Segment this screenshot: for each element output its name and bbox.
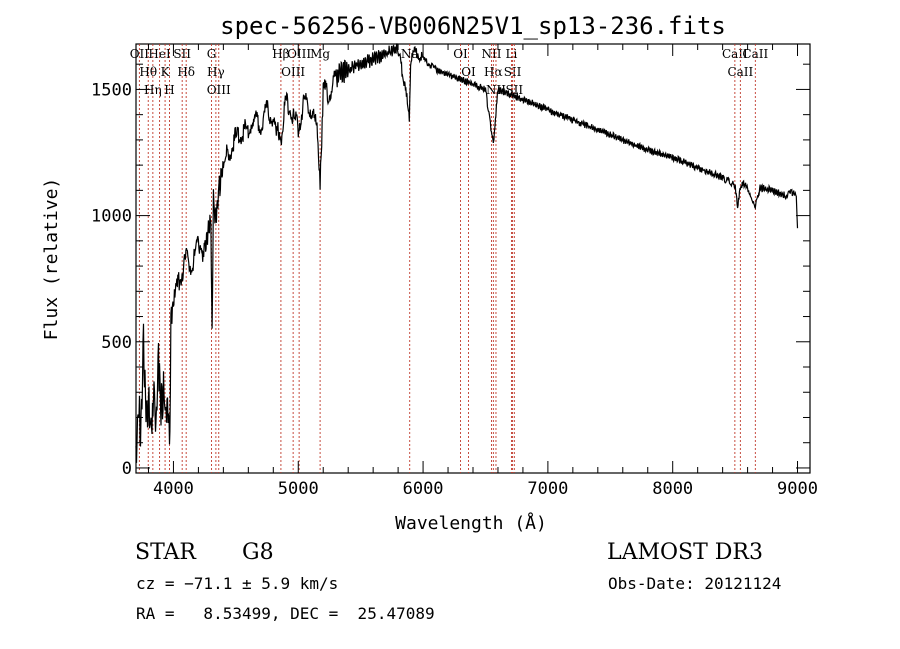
line-marker-label: NII bbox=[481, 47, 501, 61]
y-tick-label: 1500 bbox=[91, 80, 132, 100]
line-marker-label: Hβ bbox=[272, 47, 289, 61]
line-marker-label: G bbox=[207, 47, 217, 61]
subclass: G8 bbox=[242, 540, 274, 565]
x-tick-label: 6000 bbox=[403, 479, 444, 499]
line-marker-label: SII bbox=[504, 65, 522, 79]
x-tick-label: 9000 bbox=[777, 479, 818, 499]
line-marker-label: CaII bbox=[742, 47, 768, 61]
y-axis-label: Flux (relative) bbox=[41, 178, 62, 341]
line-marker-label: OI bbox=[453, 47, 468, 61]
survey-name: LAMOST DR3 bbox=[607, 540, 763, 565]
line-marker-label: Hη bbox=[144, 83, 162, 97]
object-type: STAR bbox=[135, 540, 197, 565]
line-marker-label: OIII bbox=[287, 47, 311, 61]
x-tick-label: 7000 bbox=[527, 479, 568, 499]
line-marker-label: Hδ bbox=[177, 65, 195, 79]
line-marker-label: HeI bbox=[148, 47, 171, 61]
redshift-text: cz = −71.1 ± 5.9 km/s bbox=[136, 574, 338, 593]
line-marker-label: H bbox=[164, 83, 174, 97]
line-marker-label: CaII bbox=[722, 47, 748, 61]
plot-frame bbox=[135, 43, 811, 474]
obs-date: Obs-Date: 20121124 bbox=[608, 574, 781, 593]
line-marker-label: SII bbox=[173, 47, 191, 61]
y-tick-label: 1000 bbox=[91, 207, 132, 227]
line-marker-label: Li bbox=[506, 47, 518, 61]
line-marker-label: Hγ bbox=[207, 65, 225, 79]
chart-title: spec-56256-VB006N25V1_sp13-236.fits bbox=[220, 12, 726, 40]
line-marker-label: SII bbox=[505, 83, 523, 97]
axis-ticks: 4000 5000 6000 7000 8000 9000 0 500 1000 1500 bbox=[91, 44, 818, 499]
x-axis-label: Wavelength (Å) bbox=[395, 512, 547, 534]
line-marker-label: OII bbox=[130, 47, 150, 61]
line-marker-label: Hθ bbox=[139, 65, 157, 79]
line-marker-label: OIII bbox=[281, 65, 305, 79]
line-marker-label: K bbox=[161, 65, 171, 79]
y-tick-label: 500 bbox=[101, 333, 132, 353]
line-marker-label: CaII bbox=[727, 65, 753, 79]
x-tick-label: 5000 bbox=[278, 479, 319, 499]
x-tick-label: 8000 bbox=[652, 479, 693, 499]
y-tick-label: 0 bbox=[122, 459, 132, 479]
line-marker-label: OI bbox=[461, 65, 476, 79]
line-marker-label: Hα bbox=[484, 65, 503, 79]
spectrum-line bbox=[135, 43, 799, 463]
line-marker-label: OIII bbox=[207, 83, 231, 97]
line-marker-label: Mg bbox=[310, 47, 330, 61]
coordinates: RA = 8.53499, DEC = 25.47089 bbox=[136, 604, 435, 623]
x-tick-label: 4000 bbox=[153, 479, 194, 499]
